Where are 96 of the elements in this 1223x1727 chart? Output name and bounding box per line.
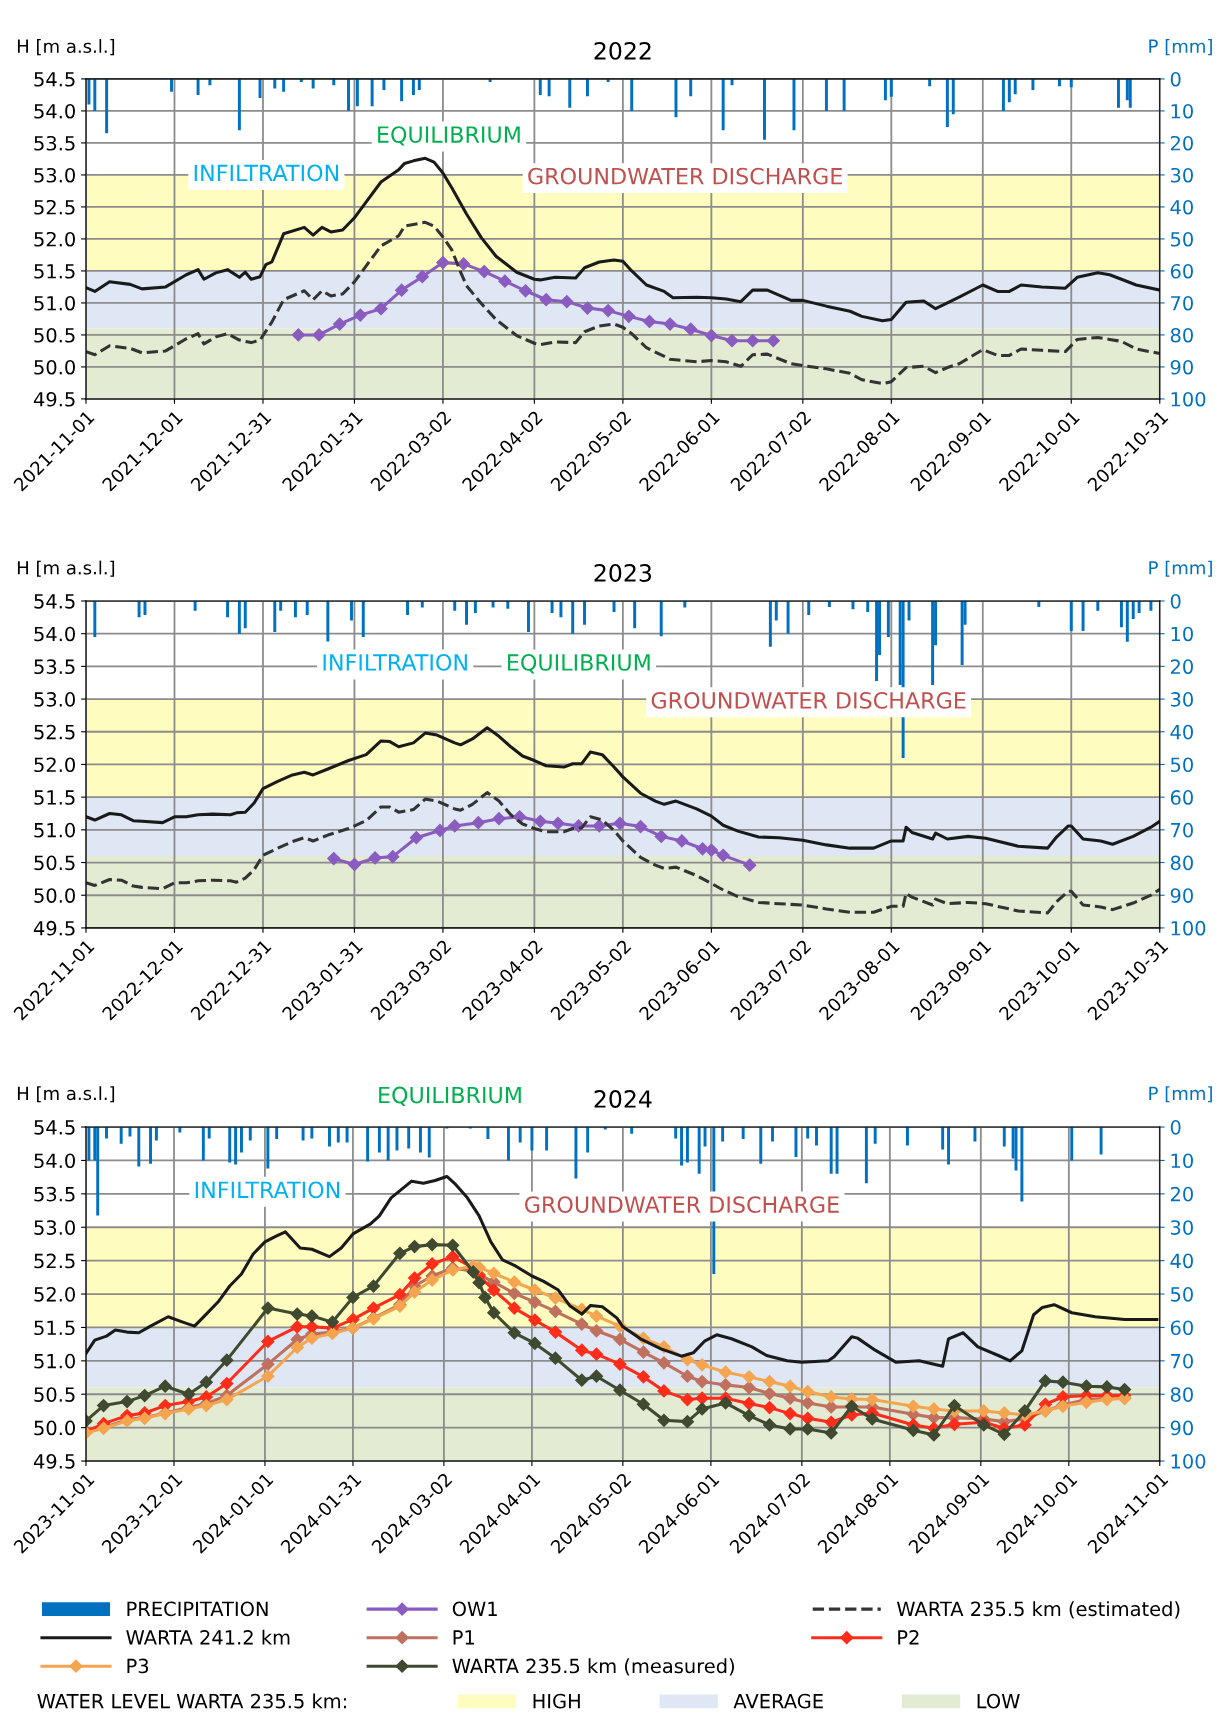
- y2-tick-label: 70: [1171, 1353, 1193, 1369]
- y2-tick-label: 40: [1170, 724, 1193, 740]
- y2-tick-label: 40: [1170, 199, 1193, 215]
- y2-tick-label: 60: [1170, 790, 1193, 805]
- y-tick-label: 51.5: [34, 264, 75, 279]
- annotation: GROUNDWATER DISCHARGE: [651, 691, 966, 709]
- y-axis-title: H [m a.s.l.]: [17, 39, 115, 56]
- y2-tick-label: 100: [1171, 920, 1206, 936]
- y-tick-label: 50.5: [34, 1387, 75, 1402]
- annotation: INFILTRATION: [195, 1181, 340, 1199]
- y-tick-label: 49.5: [33, 391, 75, 407]
- chart-title: 2023: [594, 564, 652, 582]
- y-tick-label: 49.5: [33, 920, 75, 936]
- legend-label: WARTA 241.2 km: [126, 1629, 290, 1645]
- y-axis-title: H [m a.s.l.]: [17, 1086, 115, 1103]
- y2-tick-label: 30: [1170, 692, 1193, 707]
- y-tick-label: 54.5: [34, 594, 75, 609]
- chart-title: 2024: [594, 1090, 652, 1108]
- legend-label: P1: [453, 1630, 475, 1645]
- y2-axis-title: P [mm]: [1149, 39, 1212, 56]
- y2-tick-label: 30: [1170, 167, 1193, 183]
- y2-tick-label: 0: [1170, 71, 1181, 87]
- y-tick-label: 54.5: [34, 1120, 75, 1135]
- y-tick-label: 52.0: [34, 231, 75, 247]
- y-tick-label: 51.5: [34, 1320, 75, 1336]
- legend-title: WATER LEVEL WARTA 235.5 km:: [37, 1693, 346, 1709]
- legend-label: HIGH: [533, 1693, 580, 1709]
- y-tick-label: 53.0: [34, 167, 75, 183]
- y-tick-label: 53.0: [34, 692, 75, 707]
- legend-label: AVERAGE: [733, 1693, 823, 1709]
- annotation: INFILTRATION: [194, 164, 339, 182]
- legend-label: WARTA 235.5 km (estimated): [896, 1601, 1180, 1619]
- y2-tick-label: 50: [1170, 231, 1193, 247]
- y-tick-label: 50.0: [34, 888, 75, 903]
- y-tick-label: 50.0: [34, 1420, 75, 1436]
- y2-tick-label: 100: [1171, 1454, 1206, 1469]
- chart-title: 2022: [594, 41, 651, 60]
- y-tick-label: 52.5: [34, 199, 75, 215]
- annotation: EQUILIBRIUM: [508, 654, 650, 674]
- text: EQUILIBRIUM: [379, 1086, 521, 1106]
- annotation: GROUNDWATER DISCHARGE: [528, 167, 842, 185]
- y-tick-label: 52.5: [34, 724, 75, 740]
- y-tick-label: 52.5: [34, 1253, 75, 1269]
- annotation: GROUNDWATER DISCHARGE: [524, 1196, 839, 1213]
- y2-tick-label: 0: [1170, 1120, 1181, 1135]
- legend-label: WARTA 235.5 km (measured): [452, 1658, 734, 1676]
- y2-tick-label: 100: [1171, 391, 1206, 407]
- y2-tick-label: 70: [1171, 822, 1193, 838]
- y2-tick-label: 80: [1170, 1387, 1193, 1402]
- y-tick-label: 53.0: [34, 1220, 75, 1235]
- y-tick-label: 51.0: [34, 1353, 75, 1369]
- y-tick-label: 53.5: [34, 1186, 75, 1202]
- annotation: INFILTRATION: [323, 654, 467, 671]
- y2-tick-label: 50: [1170, 1287, 1193, 1302]
- y2-tick-label: 60: [1170, 1320, 1193, 1336]
- y-tick-label: 50.5: [34, 327, 75, 343]
- y-tick-label: 53.5: [34, 135, 75, 151]
- y-tick-label: 51.0: [34, 822, 75, 838]
- legend-label: OW1: [452, 1601, 497, 1617]
- y2-tick-label: 20: [1170, 135, 1193, 151]
- y2-tick-label: 20: [1170, 1186, 1193, 1202]
- y2-tick-label: 0: [1170, 593, 1181, 609]
- y-tick-label: 52.0: [34, 1287, 75, 1302]
- legend-label: PRECIPITATION: [127, 1601, 268, 1617]
- y2-axis-title: P [mm]: [1149, 1086, 1212, 1103]
- y2-tick-label: 20: [1170, 659, 1193, 675]
- y-tick-label: 54.0: [34, 1153, 75, 1169]
- y-tick-label: 54.0: [34, 103, 75, 119]
- y-tick-label: 51.5: [34, 790, 75, 805]
- y-tick-label: 49.5: [33, 1454, 75, 1469]
- y2-tick-label: 90: [1170, 888, 1193, 903]
- y2-tick-label: 40: [1170, 1253, 1193, 1269]
- y2-tick-label: 10: [1171, 103, 1193, 119]
- y2-tick-label: 90: [1170, 1420, 1193, 1436]
- y-axis-title: H [m a.s.l.]: [17, 560, 115, 577]
- y-tick-label: 50.0: [34, 359, 75, 375]
- y2-tick-label: 70: [1171, 295, 1193, 311]
- y2-tick-label: 80: [1170, 855, 1193, 871]
- y-tick-label: 52.0: [34, 757, 75, 773]
- y2-axis-title: P [mm]: [1149, 560, 1212, 577]
- y2-tick-label: 10: [1171, 626, 1193, 642]
- y2-tick-label: 30: [1170, 1220, 1193, 1235]
- legend-label: P2: [898, 1630, 919, 1645]
- y-tick-label: 50.5: [34, 855, 75, 871]
- y2-tick-label: 10: [1171, 1153, 1193, 1169]
- y2-tick-label: 80: [1170, 327, 1193, 343]
- y2-tick-label: 60: [1170, 263, 1193, 279]
- annotation: EQUILIBRIUM: [378, 126, 520, 146]
- y2-tick-label: 90: [1170, 359, 1193, 375]
- y-tick-label: 54.0: [34, 626, 75, 642]
- y-tick-label: 51.0: [34, 295, 75, 311]
- y-tick-label: 53.5: [34, 659, 75, 675]
- legend-label: P3: [127, 1658, 149, 1674]
- y2-tick-label: 50: [1170, 757, 1193, 773]
- y-tick-label: 54.5: [34, 72, 75, 87]
- legend-label: LOW: [977, 1693, 1020, 1709]
